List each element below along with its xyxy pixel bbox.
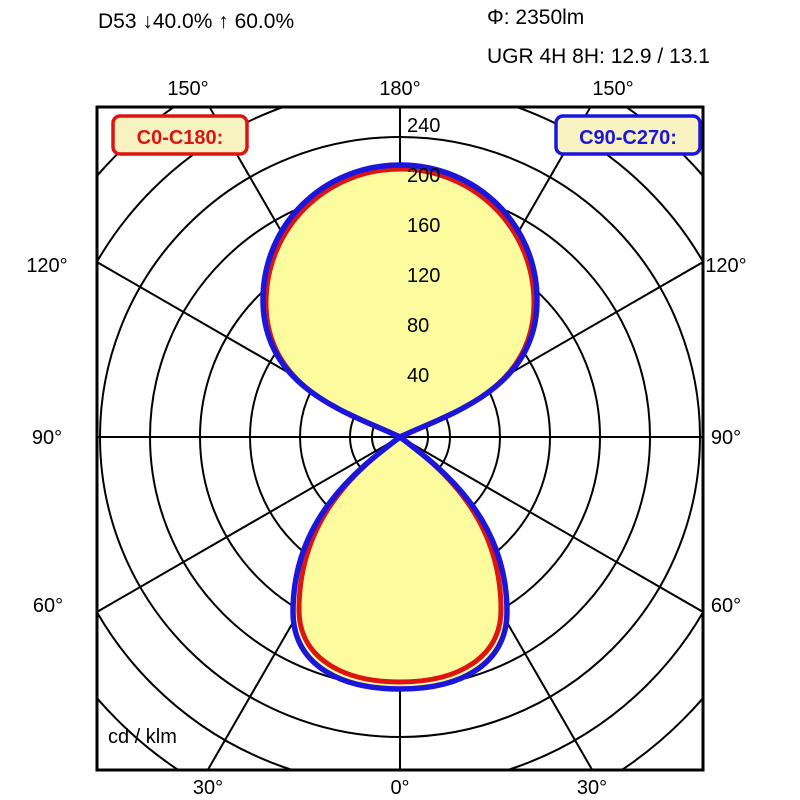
legend-c90-c270: C90-C270: [554,114,702,156]
angle-label-left-90: 90° [32,427,62,449]
lower-lobe-fill [293,437,507,689]
legend-c0-c180-label: C0-C180: [137,127,224,149]
curve-c0-c180-lower [296,433,504,685]
curve-c90-c270-lower [290,433,510,692]
ring-label-80: 80 [407,315,429,337]
ring-label-200: 200 [407,165,440,187]
angle-label-right-90: 90° [711,427,741,449]
angle-label-left-120: 120° [26,255,67,277]
grid-spoke-60-right [399,436,703,614]
legend-c90-c270-label: C90-C270: [579,127,677,149]
angle-label-right-120: 120° [705,255,746,277]
angle-label-bottom-30-left: 30° [193,777,223,799]
angle-label-top-180: 180° [379,78,420,100]
ring-label-40: 40 [407,365,429,387]
diagram-frame [95,105,705,772]
ugr-label: UGR 4H 8H: 12.9 / 13.1 [487,45,710,68]
grid-spoke-60-left [97,436,401,614]
legend-c0-c180: C0-C180: [111,114,249,156]
unit-label: cd / klm [108,726,177,748]
angle-label-top-150-left: 150° [167,78,208,100]
curve-c90-c270-upper [260,162,540,441]
ring-label-240: 240 [407,115,440,137]
distribution-summary-label: D53 ↓40.0% ↑ 60.0% [98,10,294,33]
upper-lobe-fill [263,165,537,437]
angle-label-bottom-30-right: 30° [577,777,607,799]
ring-label-120: 120 [407,265,440,287]
legend-c0-c180-box [111,114,249,156]
angle-label-top-150-right: 150° [592,78,633,100]
luminous-flux-label: Φ: 2350lm [487,6,584,29]
angle-label-bottom-0: 0° [390,777,409,799]
angle-label-right-60: 60° [711,595,741,617]
ring-label-160: 160 [407,215,440,237]
legend-c90-c270-box [554,114,702,156]
angle-label-left-60: 60° [33,595,63,617]
